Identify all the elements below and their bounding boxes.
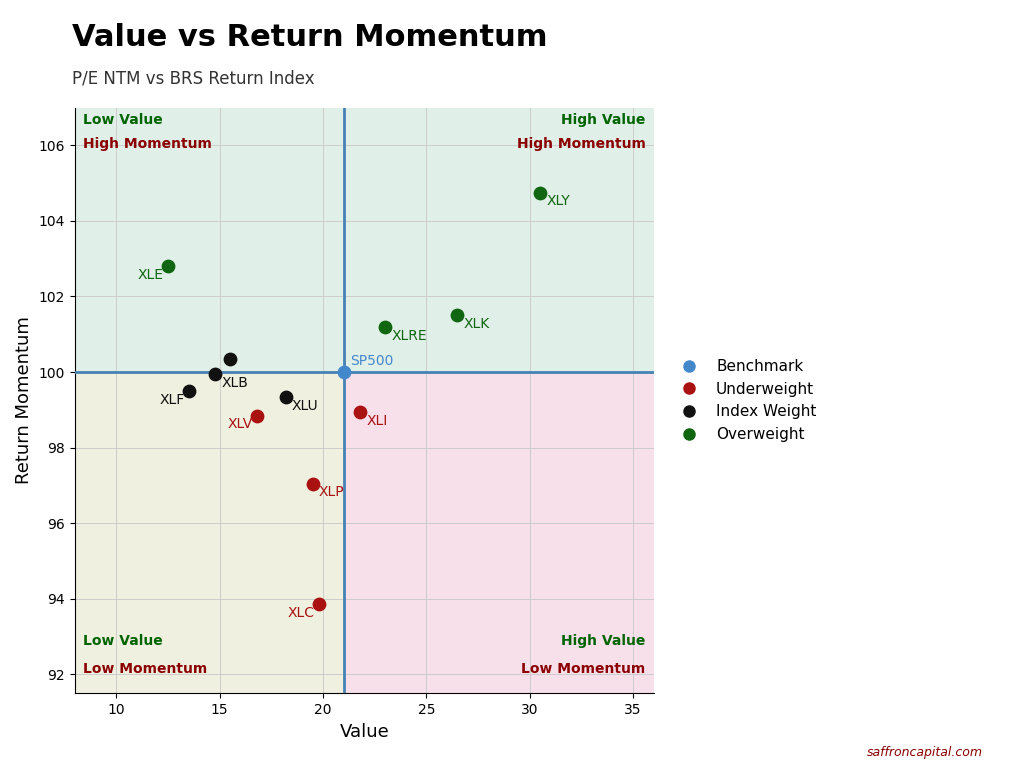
Text: High Momentum: High Momentum	[516, 137, 645, 151]
Text: Low Momentum: Low Momentum	[521, 662, 645, 676]
Text: XLU: XLU	[292, 399, 318, 412]
Text: High Value: High Value	[561, 113, 645, 127]
Text: XLY: XLY	[546, 194, 570, 208]
Point	[207, 368, 223, 380]
Point	[310, 598, 327, 611]
Text: XLK: XLK	[464, 318, 489, 332]
Point	[377, 321, 393, 333]
Text: XLF: XLF	[159, 393, 184, 407]
Bar	[344, 107, 653, 372]
Text: Value vs Return Momentum: Value vs Return Momentum	[72, 23, 547, 52]
Text: High Momentum: High Momentum	[83, 137, 212, 151]
Text: P/E NTM vs BRS Return Index: P/E NTM vs BRS Return Index	[72, 69, 314, 87]
Point	[278, 390, 294, 402]
Text: XLE: XLE	[137, 268, 164, 282]
Text: XLC: XLC	[288, 606, 314, 621]
Y-axis label: Return Momentum: Return Momentum	[15, 316, 33, 484]
Point	[336, 366, 352, 379]
Text: Low Value: Low Value	[83, 634, 163, 648]
Point	[450, 309, 466, 322]
Point	[160, 260, 176, 272]
Point	[304, 477, 321, 490]
Text: XLV: XLV	[227, 417, 253, 432]
Point	[249, 409, 265, 422]
Text: XLB: XLB	[221, 375, 249, 390]
Text: Low Momentum: Low Momentum	[83, 662, 207, 676]
Text: High Value: High Value	[561, 634, 645, 648]
Text: XLP: XLP	[318, 486, 344, 500]
Legend: Benchmark, Underweight, Index Weight, Overweight: Benchmark, Underweight, Index Weight, Ov…	[668, 353, 822, 448]
Text: Low Value: Low Value	[83, 113, 163, 127]
Bar	[75, 107, 344, 372]
Bar	[344, 372, 653, 693]
Point	[180, 385, 197, 397]
Point	[352, 406, 369, 418]
Point	[221, 352, 238, 365]
Text: saffroncapital.com: saffroncapital.com	[867, 746, 983, 759]
Point	[531, 187, 548, 199]
Bar	[75, 372, 344, 693]
Text: XLI: XLI	[367, 413, 387, 428]
Text: SP500: SP500	[350, 354, 393, 368]
X-axis label: Value: Value	[339, 722, 389, 741]
Text: XLRE: XLRE	[391, 328, 427, 342]
